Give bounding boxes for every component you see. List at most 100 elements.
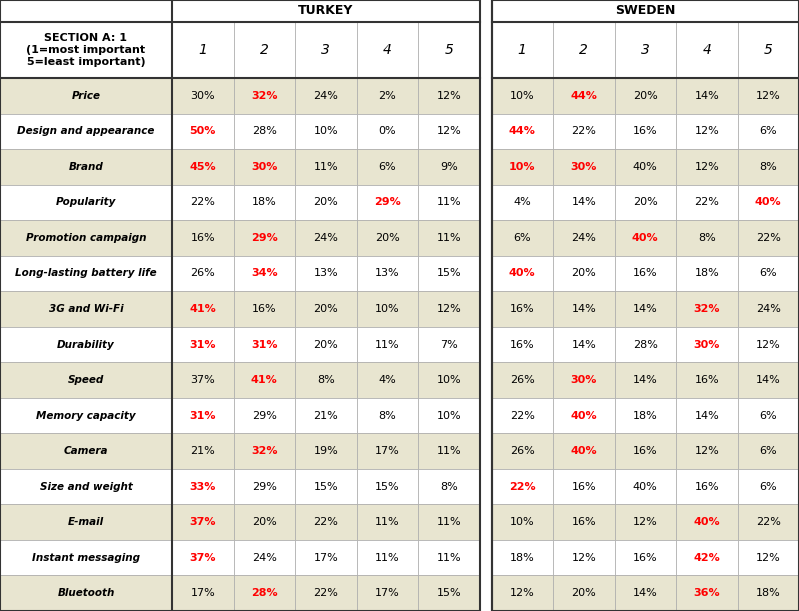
Text: 10%: 10% — [436, 411, 461, 420]
Bar — [233, 149, 295, 185]
Bar — [479, 0, 491, 22]
Text: 11%: 11% — [436, 233, 461, 243]
Bar — [676, 22, 737, 78]
Text: 11%: 11% — [436, 553, 461, 563]
Bar — [418, 540, 479, 576]
Text: 17%: 17% — [375, 588, 400, 598]
Bar — [295, 255, 356, 291]
Bar — [172, 291, 233, 327]
Bar — [172, 22, 233, 78]
Text: 20%: 20% — [313, 197, 338, 207]
Bar — [737, 362, 799, 398]
Bar — [479, 576, 491, 611]
Text: 10%: 10% — [375, 304, 400, 314]
Text: 31%: 31% — [189, 340, 216, 349]
Bar — [0, 114, 172, 149]
Text: 16%: 16% — [694, 481, 719, 492]
Text: 24%: 24% — [756, 304, 781, 314]
Bar — [418, 362, 479, 398]
Text: Popularity: Popularity — [56, 197, 116, 207]
Bar — [0, 540, 172, 576]
Text: 11%: 11% — [436, 197, 461, 207]
Text: 17%: 17% — [375, 446, 400, 456]
Text: 9%: 9% — [440, 162, 458, 172]
Bar — [737, 185, 799, 220]
Bar — [0, 362, 172, 398]
Bar — [233, 78, 295, 114]
Bar — [418, 469, 479, 505]
Bar — [614, 433, 676, 469]
Text: 6%: 6% — [759, 268, 777, 279]
Text: 12%: 12% — [756, 91, 781, 101]
Bar — [295, 78, 356, 114]
Text: 6%: 6% — [759, 126, 777, 136]
Text: 24%: 24% — [313, 91, 338, 101]
Bar — [356, 220, 418, 255]
Text: 32%: 32% — [251, 446, 277, 456]
Bar — [491, 469, 553, 505]
Text: 32%: 32% — [251, 91, 277, 101]
Bar — [553, 362, 614, 398]
Text: Long-lasting battery life: Long-lasting battery life — [15, 268, 157, 279]
Bar — [553, 114, 614, 149]
Text: 10%: 10% — [313, 126, 338, 136]
Bar — [295, 220, 356, 255]
Text: 20%: 20% — [313, 340, 338, 349]
Text: 26%: 26% — [190, 268, 215, 279]
Bar — [295, 291, 356, 327]
Bar — [172, 327, 233, 362]
Bar — [737, 149, 799, 185]
Text: Brand: Brand — [69, 162, 103, 172]
Text: 16%: 16% — [633, 446, 658, 456]
Text: 26%: 26% — [510, 446, 535, 456]
Bar — [676, 220, 737, 255]
Bar — [676, 398, 737, 433]
Text: Size and weight: Size and weight — [40, 481, 133, 492]
Text: 17%: 17% — [313, 553, 338, 563]
Text: 15%: 15% — [375, 481, 400, 492]
Text: 2%: 2% — [379, 91, 396, 101]
Bar — [491, 327, 553, 362]
Text: 30%: 30% — [570, 375, 597, 385]
Text: 33%: 33% — [189, 481, 216, 492]
Bar — [676, 433, 737, 469]
Bar — [418, 398, 479, 433]
Bar — [172, 433, 233, 469]
Bar — [491, 576, 553, 611]
Bar — [553, 185, 614, 220]
Bar — [418, 78, 479, 114]
Text: 1: 1 — [518, 43, 527, 57]
Bar — [172, 398, 233, 433]
Text: 40%: 40% — [570, 446, 597, 456]
Text: 12%: 12% — [694, 162, 719, 172]
Bar — [356, 469, 418, 505]
Text: 24%: 24% — [313, 233, 338, 243]
Bar — [479, 291, 491, 327]
Bar — [553, 540, 614, 576]
Text: 3: 3 — [641, 43, 650, 57]
Text: 34%: 34% — [251, 268, 277, 279]
Text: 20%: 20% — [633, 197, 658, 207]
Bar — [614, 505, 676, 540]
Bar — [172, 362, 233, 398]
Text: 14%: 14% — [571, 340, 596, 349]
Text: Durability: Durability — [57, 340, 115, 349]
Bar — [356, 78, 418, 114]
Bar — [614, 22, 676, 78]
Bar — [295, 505, 356, 540]
Text: 22%: 22% — [313, 588, 338, 598]
Bar — [479, 78, 491, 114]
Text: 8%: 8% — [379, 411, 396, 420]
Bar — [553, 576, 614, 611]
Bar — [614, 114, 676, 149]
Text: 42%: 42% — [694, 553, 720, 563]
Bar — [418, 255, 479, 291]
Bar — [553, 469, 614, 505]
Bar — [418, 149, 479, 185]
Text: 13%: 13% — [375, 268, 400, 279]
Text: 29%: 29% — [251, 233, 277, 243]
Text: SECTION A: 1
(1=most important
5=least important): SECTION A: 1 (1=most important 5=least i… — [26, 34, 145, 67]
Text: 3G and Wi-Fi: 3G and Wi-Fi — [49, 304, 123, 314]
Bar — [737, 469, 799, 505]
Text: 40%: 40% — [755, 197, 781, 207]
